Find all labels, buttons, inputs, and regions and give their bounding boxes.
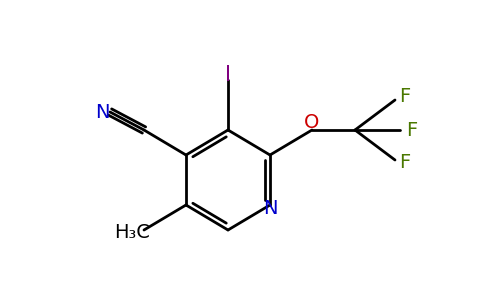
Text: N: N: [263, 199, 277, 218]
Text: F: F: [399, 88, 410, 106]
Text: O: O: [304, 112, 320, 131]
Text: N: N: [95, 103, 109, 122]
Text: F: F: [407, 121, 418, 140]
Text: F: F: [399, 154, 410, 172]
Text: I: I: [225, 65, 231, 85]
Text: H₃C: H₃C: [114, 224, 150, 242]
